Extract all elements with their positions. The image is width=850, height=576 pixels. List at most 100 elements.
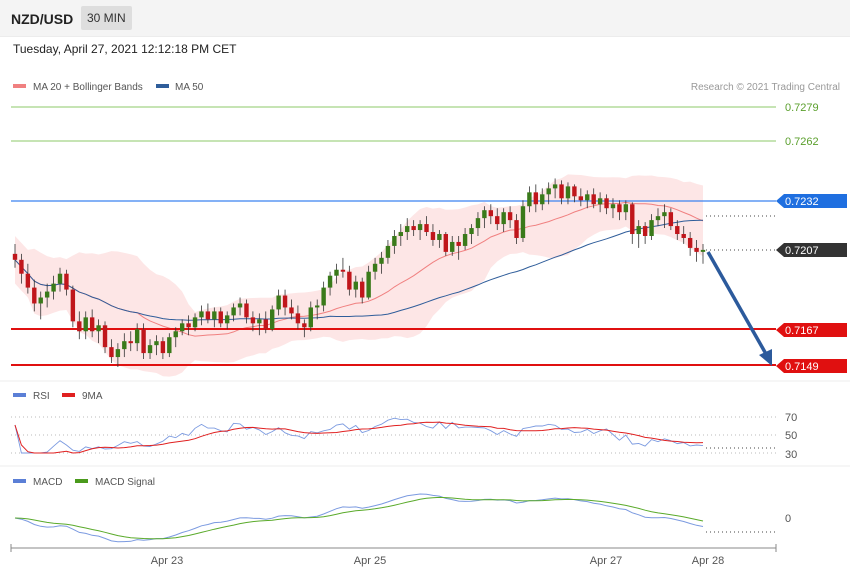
candle-down: [32, 287, 37, 304]
candle-down: [289, 307, 294, 314]
macd-legend: MACD MACD Signal: [13, 477, 155, 488]
candle-down: [456, 241, 461, 246]
candle-up: [597, 198, 603, 205]
candle-up: [366, 271, 371, 298]
candle-up: [552, 184, 558, 189]
candle-down: [77, 321, 82, 332]
ma20-legend-swatch: [13, 84, 26, 88]
level-label-0.7232: 0.7232: [785, 196, 819, 208]
candle-up: [179, 323, 185, 332]
candle-up: [269, 309, 275, 330]
candle-up: [623, 204, 629, 213]
candle-up: [122, 341, 127, 350]
candle-down: [218, 311, 223, 324]
macd-panel: 0: [14, 493, 791, 543]
x-tick-label: Apr 28: [692, 555, 724, 567]
macd-legend-label: MACD: [33, 477, 62, 488]
rsi-level-50: 50: [785, 430, 797, 442]
candle-down: [694, 247, 699, 252]
x-tick-label: Apr 27: [590, 555, 622, 567]
candle-up: [83, 317, 88, 332]
candle-down: [109, 347, 114, 358]
rsi-panel: 70 50 30: [11, 412, 797, 461]
candle-up: [520, 206, 526, 238]
candle-down: [160, 341, 166, 354]
candle-up: [147, 345, 153, 354]
candle-up: [546, 188, 551, 195]
candle-down: [681, 234, 686, 238]
candle-up: [475, 218, 481, 229]
symbol-title: NZD/USD: [11, 11, 74, 27]
candle-up: [173, 331, 178, 338]
candle-up: [257, 319, 262, 324]
candle-up: [482, 210, 487, 219]
candle-up: [134, 329, 140, 344]
timeframe-button[interactable]: 30 MIN: [81, 6, 132, 30]
credit-text: Research © 2021 Trading Central: [691, 82, 840, 93]
candle-up: [649, 220, 654, 236]
candle-up: [51, 283, 56, 292]
candle-down: [12, 253, 18, 260]
candle-down: [128, 341, 133, 344]
timestamp: Tuesday, April 27, 2021 12:12:18 PM CET: [13, 42, 237, 56]
candle-up: [199, 311, 204, 318]
level-label-0.7279: 0.7279: [785, 102, 819, 114]
candle-down: [89, 317, 95, 332]
candle-down: [514, 220, 519, 238]
candle-down: [630, 204, 635, 235]
level-tag-0.7279: 0.7279: [785, 102, 819, 114]
candle-up: [662, 212, 667, 217]
candle-up: [379, 257, 384, 264]
level-label-0.7149: 0.7149: [785, 361, 819, 373]
candle-up: [237, 303, 243, 308]
candle-up: [540, 194, 545, 205]
rsi-level-30: 30: [785, 449, 797, 461]
candle-down: [250, 317, 256, 324]
candle-down: [642, 226, 648, 236]
candle-down: [302, 323, 307, 328]
candle-up: [385, 245, 391, 258]
macd-line: [14, 493, 704, 543]
candle-up: [417, 224, 423, 231]
candle-up: [610, 204, 616, 209]
price-levels: [11, 106, 776, 366]
candle-up: [44, 291, 50, 298]
level-tags: 0.7279 0.7262 0.7232 0.7207 0.7167 0.714…: [776, 102, 847, 373]
macdsignal-legend-swatch: [75, 479, 88, 483]
level-label-0.7167: 0.7167: [785, 325, 819, 337]
candles: [12, 178, 706, 367]
candle-down: [19, 259, 24, 274]
candle-down: [64, 273, 69, 290]
candle-up: [212, 311, 217, 320]
candle-up: [321, 287, 326, 306]
price-legend: MA 20 + Bollinger Bands MA 50: [13, 82, 204, 93]
candle-down: [572, 186, 577, 197]
level-label-0.7207: 0.7207: [785, 245, 819, 257]
candle-up: [38, 297, 43, 304]
candle-down: [424, 224, 429, 233]
level-tag-0.7167: 0.7167: [776, 323, 847, 337]
macdsignal-legend-label: MACD Signal: [95, 477, 155, 488]
candle-down: [443, 234, 449, 252]
macd-zero-label: 0: [785, 513, 791, 525]
candle-down: [295, 313, 301, 324]
candle-up: [315, 305, 320, 308]
candle-up: [167, 337, 172, 354]
candle-down: [668, 212, 674, 227]
rsi9ma-legend-label: 9MA: [82, 391, 103, 402]
candle-up: [392, 236, 397, 246]
x-tick-label: Apr 25: [354, 555, 386, 567]
rsi-9ma-line: [14, 421, 704, 454]
candle-down: [263, 319, 268, 330]
candle-up: [462, 234, 468, 246]
candle-up: [469, 228, 474, 235]
candle-up: [565, 186, 571, 199]
candle-down: [141, 329, 146, 354]
candle-up: [372, 263, 378, 272]
candle-down: [102, 325, 108, 348]
candle-down: [282, 295, 288, 308]
candle-up: [276, 295, 281, 310]
ma50-legend-label: MA 50: [175, 82, 204, 93]
candle-up: [308, 307, 313, 328]
candle-down: [186, 323, 191, 328]
